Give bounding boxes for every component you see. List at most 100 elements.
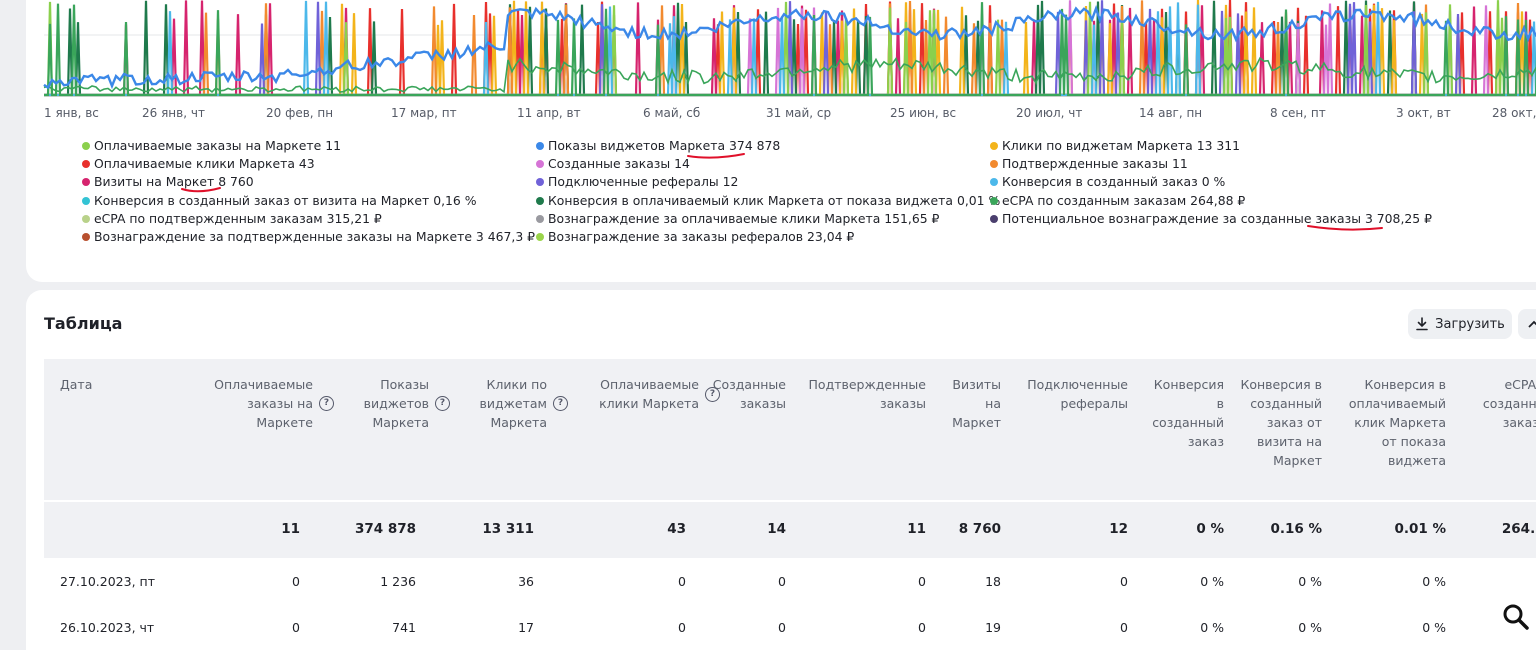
table-cell: 0 % <box>1200 620 1224 635</box>
column-header[interactable]: Конверсия в оплачиваемый клик Маркета от… <box>1346 375 1446 470</box>
legend-item[interactable]: Визиты на Маркет 8 760 <box>82 173 535 191</box>
legend-dot-icon <box>990 178 998 187</box>
column-header[interactable]: Конверсия в созданный заказ от визита на… <box>1240 375 1322 470</box>
table-cell: 0 % <box>1422 574 1446 589</box>
table-total-row: 11 374 878 13 311 43 14 11 8 760 12 0 % 0.16 % 0.0… <box>44 502 1536 558</box>
legend-item[interactable]: Потенциальное вознаграждение за созданны… <box>990 210 1432 228</box>
column-header[interactable]: Конверсия в созданный заказ <box>1144 375 1224 451</box>
column-header[interactable]: eCPA по созданным заказам <box>1476 375 1536 432</box>
legend-label: Потенциальное вознаграждение за созданны… <box>1002 210 1365 226</box>
column-header[interactable]: Подтвержденные заказы <box>796 375 926 413</box>
table-cell: 17 <box>518 620 534 635</box>
legend-label: Вознаграждение за заказы рефералов <box>548 228 807 244</box>
legend-item[interactable]: Вознаграждение за подтвержденные заказы … <box>82 228 535 246</box>
column-header-label: Подтвержденные заказы <box>808 377 926 411</box>
legend-value: 3 708,25 ₽ <box>1364 210 1432 226</box>
legend-item[interactable]: eCPA по созданным заказам 264,88 ₽ <box>990 192 1432 210</box>
legend-value: 43 <box>298 156 315 172</box>
table-cell: 0 % <box>1298 574 1322 589</box>
column-header[interactable]: Подключенные рефералы <box>1008 375 1128 413</box>
legend-value: 8 760 <box>218 174 254 190</box>
total-cell: 11 <box>281 521 300 537</box>
legend-label: Клики по виджетам Маркета <box>1002 138 1197 153</box>
question-circle-icon[interactable]: ? <box>705 386 720 402</box>
legend-value: 374 878 <box>729 138 781 153</box>
legend-label: eCPA по созданным заказам <box>1002 192 1191 208</box>
legend-dot-icon <box>536 178 544 187</box>
legend-item[interactable]: Оплачиваемые клики Маркета 43 <box>82 155 535 173</box>
table-cell: 0 % <box>1200 574 1224 589</box>
legend-label: Оплачиваемые заказы на Маркете <box>94 138 326 153</box>
legend-item[interactable]: eCPA по подтвержденным заказам 315,21 ₽ <box>82 210 535 228</box>
x-tick-label: 25 июн, вс <box>890 106 956 120</box>
series-line <box>43 56 1536 94</box>
column-header[interactable]: Оплачиваемые заказы на Маркете? <box>188 375 334 432</box>
chart-card: 1 янв, вс 26 янв, чт 20 фев, пн 17 мар, пт 1… <box>26 0 1536 282</box>
legend-item[interactable]: Вознаграждение за оплачиваемые клики Мар… <box>536 210 1000 228</box>
legend-item[interactable]: Подтвержденные заказы 11 <box>990 155 1432 173</box>
table-cell: 0 <box>292 620 300 635</box>
x-axis: 1 янв, вс 26 янв, чт 20 фев, пн 17 мар, пт 1… <box>44 106 1536 120</box>
table-cell: 36 <box>518 574 534 589</box>
legend-item[interactable]: Подключенные рефералы 12 <box>536 173 1000 191</box>
legend-dot-icon <box>536 142 544 150</box>
column-header-label: Конверсия в созданный заказ от визита на… <box>1240 377 1322 468</box>
total-cell: 0.16 % <box>1270 521 1322 537</box>
table-title: Таблица <box>44 314 123 333</box>
column-header-label: Конверсия в созданный заказ <box>1152 377 1224 449</box>
legend-value: 0,16 % <box>433 192 477 208</box>
table-cell: 0 % <box>1422 620 1446 635</box>
legend-item[interactable]: Вознаграждение за заказы рефералов 23,04… <box>536 228 1000 246</box>
column-header-label: Оплачиваемые клики Маркета <box>599 377 699 411</box>
x-tick-label: 28 окт, с <box>1492 106 1536 120</box>
column-header-label: Конверсия в оплачиваемый клик Маркета от… <box>1348 377 1446 468</box>
legend-item[interactable]: Конверсия в оплачиваемый клик Маркета от… <box>536 192 1000 210</box>
total-cell: 264.88 <box>1501 521 1536 537</box>
table-cell: 0 <box>1120 620 1128 635</box>
column-header[interactable]: Оплачиваемые клики Маркета? <box>574 375 720 413</box>
legend-dot-icon <box>82 160 90 169</box>
legend-item[interactable]: Созданные заказы 14 <box>536 155 1000 173</box>
total-cell: 0 % <box>1196 521 1224 537</box>
legend-item[interactable]: Оплачиваемые заказы на Маркете 11 <box>82 137 535 155</box>
table-cell: 0 <box>918 620 926 635</box>
column-header-label: Клики по виджетам Маркета <box>479 377 547 430</box>
column-header[interactable]: Созданные заказы <box>696 375 786 413</box>
total-cell: 11 <box>907 521 926 537</box>
question-circle-icon[interactable]: ? <box>319 396 334 411</box>
legend-item[interactable]: Показы виджетов Маркета 374 878 <box>536 137 1000 155</box>
legend-label: Конверсия в созданный заказ <box>1002 174 1202 190</box>
question-circle-icon[interactable]: ? <box>435 396 450 411</box>
x-tick-label: 17 мар, пт <box>391 106 457 120</box>
legend-dot-icon <box>536 232 544 241</box>
legend-value: 3 467,3 ₽ <box>475 228 536 244</box>
page-gutter <box>0 0 26 639</box>
table-cell: 0 <box>1120 574 1128 589</box>
legend-label: Визиты на Маркет <box>94 174 219 190</box>
legend-column: Показы виджетов Маркета 374 878 Созданные… <box>536 137 1000 246</box>
column-header-label: eCPA по созданным заказам <box>1482 377 1536 430</box>
download-button[interactable]: Загрузить <box>1408 309 1512 339</box>
legend-item[interactable]: Конверсия в созданный заказ от визита на… <box>82 192 535 210</box>
table-cell: 0 <box>778 574 786 589</box>
column-header-label: Визиты на Маркет <box>952 377 1001 430</box>
legend-label: Конверсия в созданный заказ от визита на… <box>94 192 434 208</box>
question-circle-icon[interactable]: ? <box>553 396 568 411</box>
total-cell: 0.01 % <box>1394 521 1446 537</box>
search-icon <box>1503 604 1529 630</box>
chevron-up-icon <box>1528 320 1536 328</box>
legend-label: Вознаграждение за оплачиваемые клики Мар… <box>548 210 885 226</box>
total-cell: 374 878 <box>354 521 416 537</box>
legend-item[interactable]: Конверсия в созданный заказ 0 % <box>990 173 1432 191</box>
column-header-label: Оплачиваемые заказы на Маркете <box>214 377 313 430</box>
legend-label: eCPA по подтвержденным заказам <box>94 210 327 226</box>
column-header[interactable]: Визиты на Маркет <box>941 375 1001 432</box>
column-header[interactable]: Клики по виджетам Маркета? <box>442 375 568 432</box>
column-header[interactable]: Дата <box>60 375 120 394</box>
search-button[interactable] <box>1500 601 1532 633</box>
collapse-button[interactable] <box>1518 309 1536 339</box>
legend-item[interactable]: Клики по виджетам Маркета 13 311 <box>990 137 1432 155</box>
column-header[interactable]: Показы виджетов Маркета? <box>324 375 450 432</box>
